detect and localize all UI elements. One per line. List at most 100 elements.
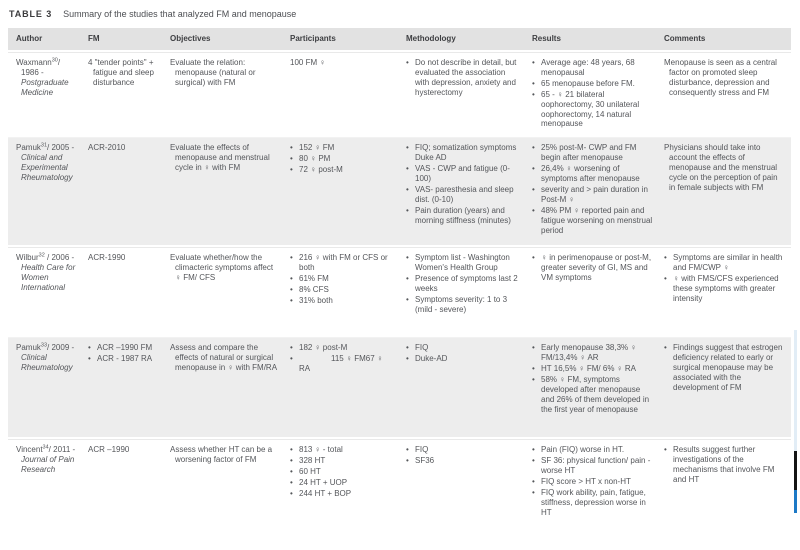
comments-cell: • Results suggest further investigations …: [660, 440, 791, 550]
cell-text: 61% FM: [299, 274, 329, 284]
author-cell: Pamuk33/ 2009 - Clinical Rheumatology: [8, 338, 84, 437]
author-year: / 2009 -: [47, 343, 75, 353]
cell-text: VAS - CWP and fatigue (0-100): [415, 164, 510, 184]
cell-text: ACR - 1987 RA: [97, 354, 153, 364]
cell-text: 72 ♀ post-M: [299, 165, 343, 175]
author-year: / 2005 -: [47, 143, 75, 153]
cell-text: Assess whether HT can be a worsening fac…: [170, 445, 273, 465]
cell-text: Evaluate whether/how the climacteric sym…: [170, 253, 274, 283]
cell-text: 48% PM ♀ reported pain and fatigue worse…: [541, 205, 653, 235]
cell-text: ACR-1990: [88, 253, 126, 263]
bullet-icon: •: [664, 445, 667, 455]
scrollbar-thumb[interactable]: [794, 451, 797, 490]
cell-text: Duke-AD: [415, 354, 448, 364]
author-year: / 2011 -: [48, 445, 76, 455]
bullet-icon: •: [406, 343, 409, 353]
cell-text: VAS- paresthesia and sleep dist. (0-10): [415, 184, 514, 204]
methodology-cell: • FIQ • SF36: [402, 440, 528, 550]
bullet-icon: •: [406, 445, 409, 455]
reference-superscript: 31: [40, 142, 48, 149]
cell-text: ACR-2010: [88, 143, 126, 153]
column-header-author: Author: [16, 34, 43, 44]
cell-text: 58% ♀ FM, symptoms developed after menop…: [541, 375, 650, 414]
cell-text: Evaluate the effects of menopause and me…: [170, 143, 270, 173]
cell-text: Do not describe in detail, but evaluated…: [415, 58, 517, 97]
cell-text: FIQ score > HT x non-HT: [541, 477, 631, 487]
cell-text: FIQ work ability, pain, fatigue, stiffne…: [541, 487, 646, 517]
cell-text: FIQ: [415, 343, 429, 353]
column-header-objectives: Objectives: [170, 34, 211, 44]
cell-text: 100 FM ♀: [290, 58, 326, 67]
bullet-icon: •: [532, 364, 535, 374]
cell-text: Symptom list - Washington Women's Health…: [415, 253, 510, 273]
journal-name: Journal of Pain Research: [21, 455, 75, 475]
objectives-cell: Assess whether HT can be a worsening fac…: [166, 440, 286, 550]
table-body: Waxmann30/ 1986 - Postgraduate Medicine 4…: [8, 52, 791, 550]
bullet-icon: •: [290, 154, 293, 164]
journal-name: Postgraduate Medicine: [21, 77, 69, 97]
column-header-results: Results: [532, 34, 561, 44]
cell-text: 8% CFS: [299, 285, 329, 295]
bullet-icon: •: [290, 253, 293, 263]
cell-text: Menopause is seen as a central factor on…: [664, 58, 777, 97]
participants-cell: • 216 ♀ with FM or CFS or both • 61% FM • 8% …: [286, 248, 402, 335]
bullet-icon: •: [664, 253, 667, 263]
bullet-icon: •: [406, 164, 409, 174]
scrollbar-track[interactable]: [794, 330, 797, 451]
column-header-participants: Participants: [290, 34, 336, 44]
bullet-icon: •: [532, 487, 535, 497]
reference-superscript: 33: [40, 342, 48, 349]
bullet-icon: •: [532, 343, 535, 353]
fm-cell: ACR –1990: [84, 440, 166, 550]
author-cell: Vincent34/ 2011 - Journal of Pain Resear…: [8, 440, 84, 550]
objectives-cell: Evaluate the effects of menopause and me…: [166, 138, 286, 245]
bullet-icon: •: [290, 274, 293, 284]
scrollbar-accent: [794, 490, 797, 513]
cell-text: 26,4% ♀ worsening of symptoms after meno…: [541, 164, 640, 184]
comments-cell: • Symptoms are similar in health and FM/C…: [660, 248, 791, 335]
table-row: Wilbur32 / 2006 - Health Care for Women …: [8, 247, 791, 335]
table-row: Pamuk31/ 2005 - Clinical and Experimenta…: [8, 137, 791, 246]
cell-text: 328 HT: [299, 456, 326, 466]
reference-superscript: 34: [42, 444, 49, 451]
author-cell: Pamuk31/ 2005 - Clinical and Experimenta…: [8, 138, 84, 245]
cell-text: 216 ♀ with FM or CFS or both: [299, 253, 388, 273]
bullet-icon: •: [532, 89, 535, 99]
cell-text: 24 HT + UOP: [299, 478, 348, 488]
cell-text: 65 menopause before FM.: [541, 78, 635, 88]
cell-text: 31% both: [299, 295, 333, 305]
methodology-cell: • Symptom list - Washington Women's Healt…: [402, 248, 528, 335]
cell-text: ACR –1990 FM: [97, 343, 153, 353]
participants-cell: • 182 ♀ post-M • 115 ♀ FM67 ♀ RA: [286, 338, 402, 437]
journal-name: Clinical and Experimental Rheumatology: [21, 153, 73, 183]
cell-text: Pain duration (years) and morning stiffn…: [415, 205, 511, 225]
bullet-icon: •: [532, 184, 535, 194]
cell-text: FIQ; somatization symptoms Duke AD: [415, 143, 517, 163]
bullet-icon: •: [290, 295, 293, 305]
cell-text: SF 36: physical function/ pain - worse H…: [541, 456, 651, 476]
participants-cell: 100 FM ♀: [286, 53, 402, 135]
cell-text: Findings suggest that estrogen deficienc…: [673, 343, 783, 392]
scrollbar: [794, 330, 797, 513]
cell-text: Results suggest further investigations o…: [673, 445, 775, 485]
cell-text: ♀ with FMS/CFS experienced these symptom…: [673, 274, 779, 303]
bullet-icon: •: [532, 456, 535, 466]
column-header-comments: Comments: [664, 34, 706, 44]
author-name: Vincent: [16, 445, 43, 455]
bullet-icon: •: [290, 488, 293, 498]
bullet-icon: •: [290, 478, 293, 488]
cell-text: FIQ: [415, 445, 429, 455]
bullet-icon: •: [290, 143, 293, 153]
cell-text: severity and > pain duration in Post-M ♀: [541, 184, 648, 204]
bullet-icon: •: [290, 467, 293, 477]
fm-cell: ACR-1990: [84, 248, 166, 335]
bullet-icon: •: [406, 294, 409, 304]
table-title-label: TABLE 3: [9, 9, 53, 19]
results-cell: • Pain (FIQ) worse in HT. • SF 36: physical…: [528, 440, 660, 550]
table-row: Vincent34/ 2011 - Journal of Pain Resear…: [8, 439, 791, 550]
cell-text: 244 HT + BOP: [299, 488, 352, 498]
bullet-icon: •: [664, 274, 667, 284]
cell-text: 4 "tender points" + fatigue and sleep di…: [88, 58, 154, 87]
author-cell: Waxmann30/ 1986 - Postgraduate Medicine: [8, 53, 84, 135]
